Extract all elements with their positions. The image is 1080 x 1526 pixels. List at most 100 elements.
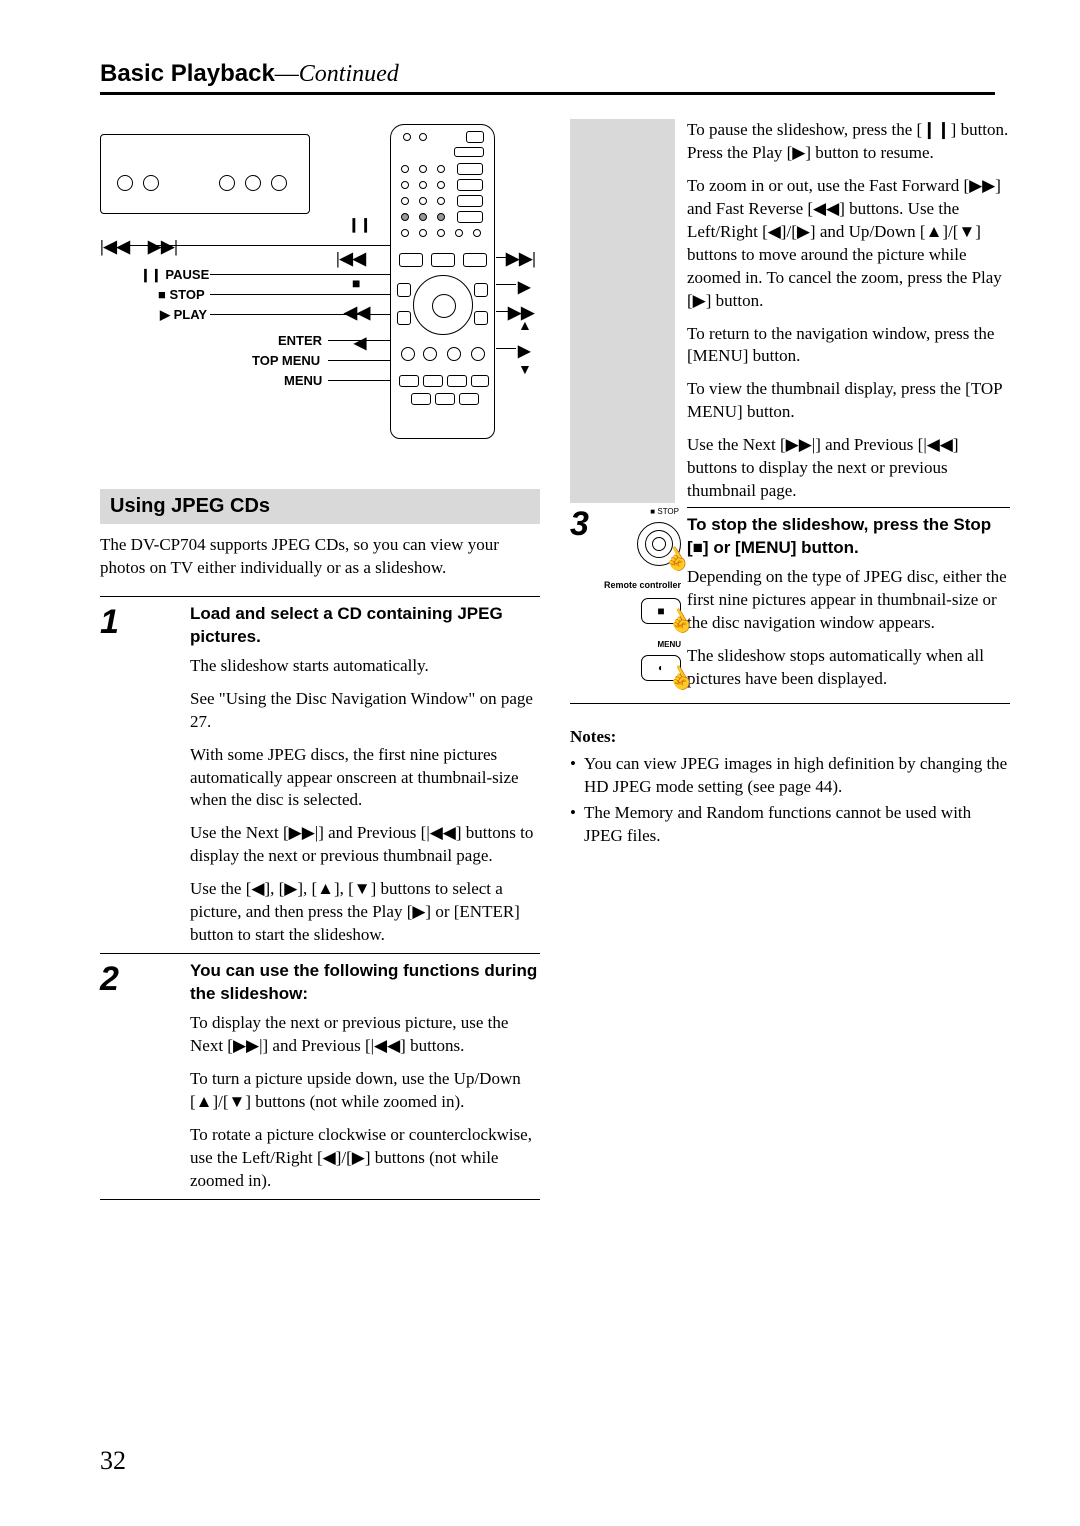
player-box [100,134,310,214]
step-3-title: To stop the slideshow, press the Stop [■… [687,514,1010,560]
stop-dot [652,537,666,551]
stop-text: STOP [169,287,204,302]
rew-icon: ◀◀ [344,303,370,323]
remote-dot [447,347,461,361]
step-1-p4: Use the Next [▶▶|] and Previous [|◀◀] bu… [190,822,540,868]
step-1-p3: With some JPEG discs, the first nine pic… [190,744,540,813]
play-icon: ▶ [160,307,170,322]
remote-rect [466,131,484,143]
remote-dot [437,213,445,221]
pause-text: PAUSE [165,267,209,282]
right-column: To pause the slideshow, press the [❙❙] b… [570,119,1010,1200]
play-icon2: ▶ [518,277,530,297]
diagram-line [328,360,390,361]
upper-p4: To view the thumbnail display, press the… [687,378,1010,424]
diagram-line [496,257,506,258]
header-bold: Basic Playback [100,60,275,87]
remote-rect [397,283,411,297]
remote-dot [401,197,409,205]
remote-rect [457,179,483,191]
diagram-line [496,284,516,285]
upper-p5: Use the Next [▶▶|] and Previous [|◀◀] bu… [687,434,1010,503]
note-2: The Memory and Random functions cannot b… [570,802,1010,848]
topmenu-label: TOP MENU [252,353,320,368]
remote-enter [432,294,456,318]
content-columns: |◀◀ ▶▶| ❙❙ PAUSE ■ STOP ▶ PLAY ENTER TOP… [100,119,995,1200]
remote-rect [474,311,488,325]
menu-sym: ◐ [658,663,664,674]
upper-block: To pause the slideshow, press the [❙❙] b… [570,119,1010,503]
player-knob [271,175,287,191]
stop-circle-icon: ☝ [637,522,681,566]
upper-p3: To return to the navigation window, pres… [687,323,1010,369]
remote-dot [423,347,437,361]
page-number: 32 [100,1446,126,1476]
page-header: Basic Playback—Continued [100,60,995,95]
step-1-p2: See "Using the Disc Navigation Window" o… [190,688,540,734]
stop-label-small: ■ STOP [650,507,679,516]
gray-strip [570,119,675,503]
notes-block: Notes: You can view JPEG images in high … [570,726,1010,849]
remote-rect [431,253,455,267]
enter-label: ENTER [278,333,322,348]
remote-dot [419,213,427,221]
menu-label: MENU [284,373,322,388]
stop-icon: ■ [158,287,166,302]
remote-rect [411,393,431,405]
remote-dot [401,229,409,237]
notes-list: You can view JPEG images in high definit… [570,753,1010,849]
upper-p2: To zoom in or out, use the Fast Forward … [687,175,1010,313]
step-1-title: Load and select a CD containing JPEG pic… [190,603,540,649]
header-italic: Continued [299,61,399,87]
step-2-p1: To display the next or previous picture,… [190,1012,540,1058]
remote-rect [397,311,411,325]
diagram-line [210,274,390,275]
step-2-p3: To rotate a picture clockwise or counter… [190,1124,540,1193]
remote-dot [455,229,463,237]
remote-dot [471,347,485,361]
remote-rect [471,375,489,387]
remote-dot [401,213,409,221]
stop-btn-icon: ■☝ [641,598,681,624]
upper-text: To pause the slideshow, press the [❙❙] b… [687,119,1010,503]
remote-box [390,124,495,439]
remote-rect [399,375,419,387]
left-icon: ◀ [354,333,366,353]
remote-dot [401,181,409,189]
player-knob [143,175,159,191]
diagram-line [496,311,508,312]
step-3-p1: Depending on the type of JPEG disc, eith… [687,566,1010,635]
player-knob [117,175,133,191]
menu-btn-icon: ◐☝ [641,655,681,681]
intro-text: The DV-CP704 supports JPEG CDs, so you c… [100,534,540,580]
remote-rect [447,375,467,387]
prev-icon: |◀◀ [100,237,130,257]
step-1-num: 1 [100,603,190,947]
remote-rect [457,195,483,207]
remote-dot [401,165,409,173]
step-3-divider [570,703,1010,704]
step-3-icons: 3 ■ STOP ☝ Remote controller ■☝ MENU [570,507,687,691]
remote-dot [473,229,481,237]
step-2-title: You can use the following functions duri… [190,960,540,1006]
remote-dot [401,347,415,361]
remote-controller-label: Remote controller [604,580,681,590]
diagram-line [496,348,516,349]
remote-dot [437,165,445,173]
stop-icon-wrap: ☝ [637,522,681,566]
step-1-p5: Use the [◀], [▶], [▲], [▼] buttons to se… [190,878,540,947]
remote-rect [459,393,479,405]
remote-dot [403,133,411,141]
remote-dot [419,181,427,189]
step-2-p2: To turn a picture upside down, use the U… [190,1068,540,1114]
remote-rect [423,375,443,387]
diagram-line [328,340,390,341]
remote-dot [437,229,445,237]
upper-p1: To pause the slideshow, press the [❙❙] b… [687,119,1010,165]
player-knob [219,175,235,191]
remote-rect [399,253,423,267]
next-icon: ▶▶| [148,237,178,257]
up-icon: ▲ [518,319,532,335]
menu-label-small: MENU [657,640,681,649]
step-3-num: 3 [570,505,589,544]
